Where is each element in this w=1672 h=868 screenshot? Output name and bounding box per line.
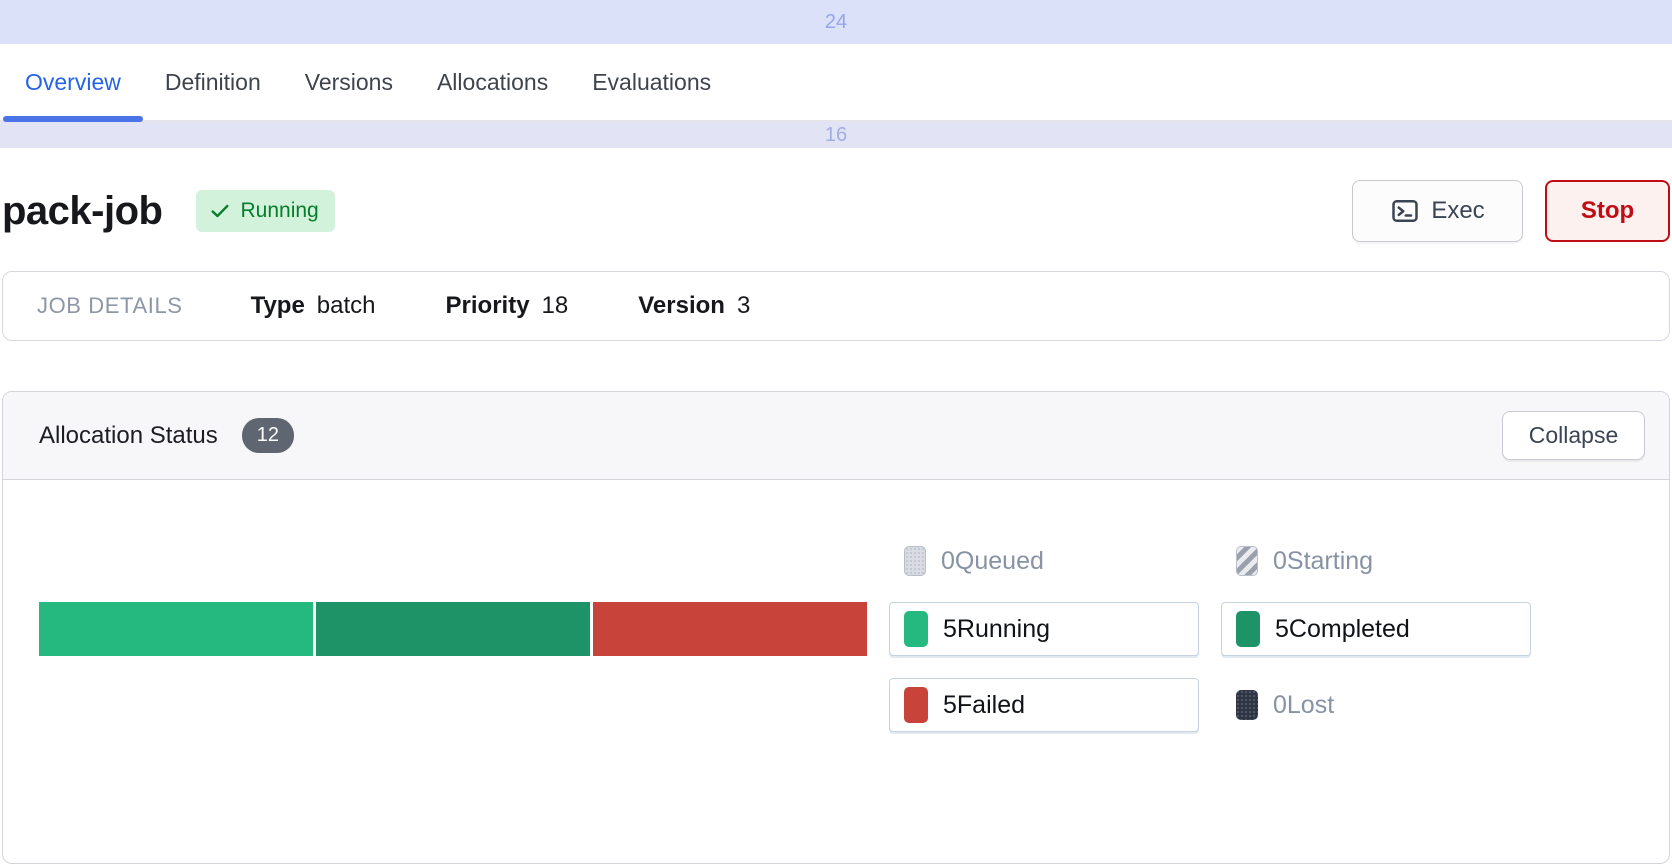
- title-actions: Exec Stop: [1352, 180, 1672, 242]
- stop-button-label: Stop: [1580, 197, 1635, 224]
- legend-count-running: 5: [943, 614, 957, 643]
- legend-label-queued: Queued: [954, 546, 1044, 575]
- exec-button[interactable]: Exec: [1352, 180, 1523, 242]
- legend-swatch-running-icon: [904, 611, 928, 647]
- allocation-count-badge: 12: [241, 418, 295, 453]
- job-detail-priority: Priority 18: [446, 292, 569, 320]
- legend-item-lost: 0 Lost: [1221, 678, 1531, 732]
- legend-swatch-failed-icon: [904, 687, 928, 723]
- legend-label-starting: Starting: [1286, 546, 1374, 575]
- bar-segment-completed[interactable]: [316, 602, 590, 656]
- job-detail-type-label: Type: [250, 292, 305, 319]
- legend-count-starting: 0: [1273, 546, 1287, 575]
- job-detail-version-value: 3: [736, 292, 751, 319]
- legend-item-failed[interactable]: 5 Failed: [889, 678, 1199, 732]
- status-badge-label: Running: [240, 199, 319, 222]
- check-icon: [209, 200, 231, 222]
- job-details-bar: JOB DETAILS Type batch Priority 18 Versi…: [2, 271, 1670, 341]
- exec-button-label: Exec: [1431, 197, 1485, 224]
- collapse-button[interactable]: Collapse: [1502, 411, 1645, 460]
- spacing-annotation-top: 24: [0, 0, 1672, 44]
- job-detail-version: Version 3: [638, 292, 750, 320]
- legend-label-failed: Failed: [956, 690, 1025, 719]
- legend-count-queued: 0: [941, 546, 955, 575]
- job-detail-type-value: batch: [316, 292, 376, 319]
- allocation-chart: 0 Queued 0 Starting 5 Running 5 Complete…: [39, 542, 1669, 732]
- legend-label-lost: Lost: [1286, 690, 1335, 719]
- legend-swatch-queued-icon: [904, 546, 926, 576]
- bar-segment-running[interactable]: [39, 602, 313, 656]
- legend-swatch-starting-icon: [1236, 546, 1258, 576]
- legend-item-completed[interactable]: 5 Completed: [1221, 602, 1531, 656]
- tab-evaluations[interactable]: Evaluations: [592, 68, 712, 95]
- tab-allocations[interactable]: Allocations: [436, 68, 549, 95]
- page-title: pack-job: [2, 188, 163, 233]
- spacing-annotation-mid: 16: [0, 122, 1672, 148]
- legend-item-starting: 0 Starting: [1221, 542, 1531, 580]
- legend-label-running: Running: [956, 614, 1051, 643]
- allocation-panel-body: 0 Queued 0 Starting 5 Running 5 Complete…: [3, 480, 1669, 732]
- legend-label-completed: Completed: [1288, 614, 1410, 643]
- status-badge: Running: [196, 190, 335, 232]
- legend-item-queued: 0 Queued: [889, 542, 1199, 580]
- job-tab-bar: Overview Definition Versions Allocations…: [0, 44, 1672, 122]
- legend-swatch-lost-icon: [1236, 690, 1258, 720]
- allocation-status-panel: Allocation Status 12 Collapse 0 Queued 0…: [2, 391, 1670, 864]
- allocation-bar: [39, 602, 867, 656]
- allocation-panel-title: Allocation Status: [39, 421, 218, 449]
- legend-count-completed: 5: [1275, 614, 1289, 643]
- bar-segment-failed[interactable]: [593, 602, 867, 656]
- job-detail-version-label: Version: [638, 292, 725, 319]
- job-title-row: pack-job Running Exec Stop: [0, 148, 1672, 248]
- tab-definition[interactable]: Definition: [164, 68, 261, 95]
- terminal-icon: [1390, 196, 1420, 226]
- job-details-caption: JOB DETAILS: [37, 293, 183, 318]
- legend-count-lost: 0: [1273, 690, 1287, 719]
- tab-overview[interactable]: Overview: [3, 44, 143, 122]
- stop-button[interactable]: Stop: [1545, 180, 1670, 242]
- job-detail-type: Type batch: [251, 292, 376, 320]
- legend-swatch-completed-icon: [1236, 611, 1260, 647]
- legend-count-failed: 5: [943, 690, 957, 719]
- job-detail-priority-value: 18: [541, 292, 569, 319]
- tab-versions[interactable]: Versions: [304, 68, 393, 95]
- allocation-panel-header: Allocation Status 12 Collapse: [3, 392, 1669, 480]
- job-detail-priority-label: Priority: [445, 292, 530, 319]
- legend-item-running[interactable]: 5 Running: [889, 602, 1199, 656]
